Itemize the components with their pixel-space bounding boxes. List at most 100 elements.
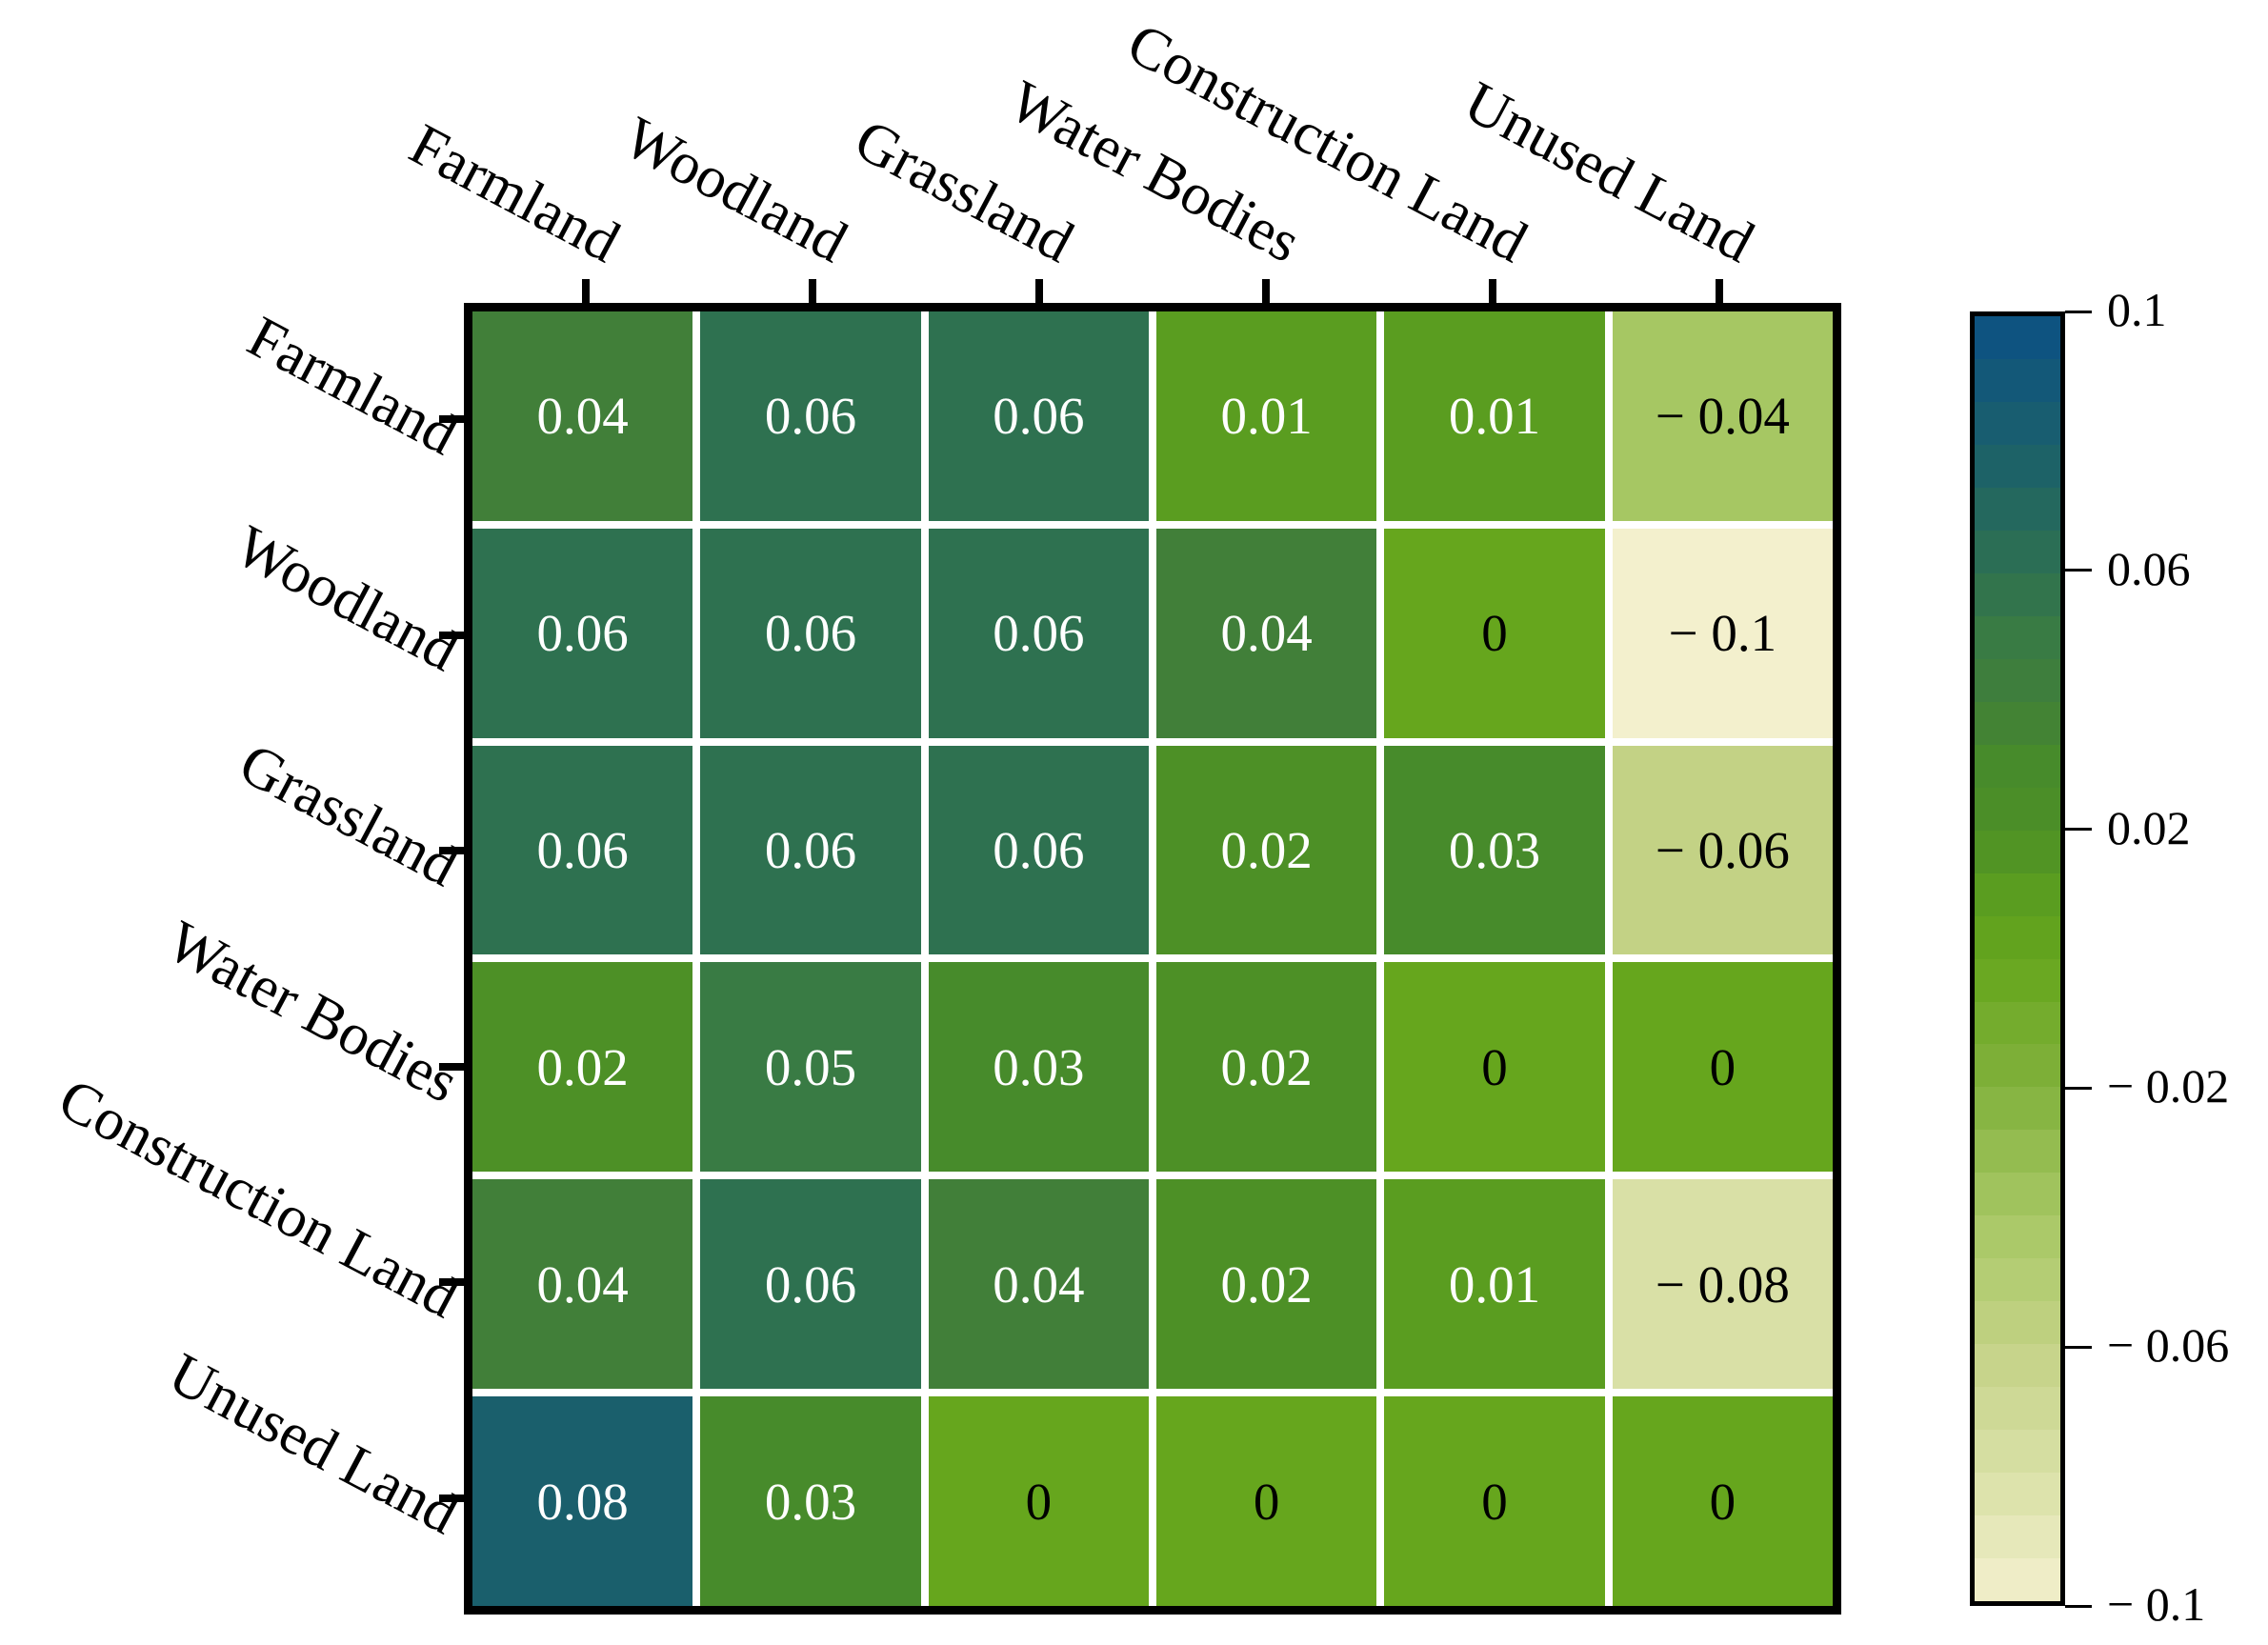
heatmap-cell: − 0.06: [1612, 745, 1833, 955]
y-tick: [439, 1494, 464, 1502]
colorbar-band: [1975, 615, 2060, 659]
colorbar-band: [1975, 530, 2060, 573]
x-tick-label: Woodland: [612, 104, 857, 275]
heatmap-cell: 0.06: [928, 528, 1149, 738]
colorbar-band: [1975, 1515, 2060, 1559]
colorbar-band: [1975, 701, 2060, 745]
colorbar-band: [1975, 1087, 2060, 1131]
heatmap-cell: 0.03: [928, 962, 1149, 1173]
y-tick: [439, 415, 464, 424]
heatmap-cell: 0.06: [928, 311, 1149, 521]
y-tick-label: Grassland: [229, 731, 469, 900]
heatmap-cell: 0.08: [472, 1396, 693, 1606]
colorbar-tick-label: − 0.06: [2107, 1318, 2230, 1373]
heatmap-cell: 0.04: [928, 1179, 1149, 1390]
colorbar-tick-label: − 0.02: [2107, 1059, 2230, 1113]
heatmap-cell: 0: [1612, 1396, 1833, 1606]
y-tick-label: Woodland: [224, 512, 469, 684]
heatmap-cell: 0.02: [1155, 962, 1377, 1173]
colorbar-tick: [2065, 569, 2092, 572]
heatmap-cell: 0.04: [1155, 528, 1377, 738]
colorbar-band: [1975, 487, 2060, 531]
x-tick: [1489, 279, 1496, 303]
heatmap-cell: 0.06: [472, 528, 693, 738]
colorbar-band: [1975, 1301, 2060, 1345]
y-tick: [439, 1278, 464, 1287]
colorbar-band: [1975, 1173, 2060, 1216]
colorbar-tick-label: 0.1: [2107, 283, 2167, 336]
heatmap-cell: − 0.08: [1612, 1179, 1833, 1390]
colorbar-band: [1975, 1344, 2060, 1388]
heatmap-cell: 0: [928, 1396, 1149, 1606]
x-tick: [1716, 279, 1723, 303]
heatmap-cell: 0.01: [1384, 1179, 1605, 1390]
colorbar-band: [1975, 958, 2060, 1002]
colorbar: [1970, 311, 2065, 1606]
colorbar-tick: [2065, 1604, 2092, 1608]
colorbar-band: [1975, 1215, 2060, 1259]
y-tick-label: Construction Land: [48, 1066, 469, 1332]
colorbar-band: [1975, 744, 2060, 788]
heatmap-cell: 0.04: [472, 311, 693, 521]
heatmap-cell: − 0.1: [1612, 528, 1833, 738]
colorbar-tick-label: 0.06: [2107, 541, 2191, 595]
heatmap-cell: 0.01: [1384, 311, 1605, 521]
x-tick-label: Farmland: [399, 111, 631, 275]
heatmap-cell: 0.02: [1155, 745, 1377, 955]
colorbar-band: [1975, 787, 2060, 831]
y-tick-label: Unused Land: [158, 1340, 469, 1547]
colorbar-band: [1975, 358, 2060, 402]
heatmap-cell: 0.06: [700, 311, 921, 521]
colorbar-band: [1975, 830, 2060, 873]
y-tick-label: Farmland: [237, 304, 469, 469]
colorbar-band: [1975, 1558, 2060, 1602]
heatmap-cell: 0.01: [1155, 311, 1377, 521]
heatmap-cell: 0.04: [472, 1179, 693, 1390]
colorbar-tick: [2065, 1345, 2092, 1349]
heatmap-cell: 0: [1612, 962, 1833, 1173]
y-tick-label: Water Bodies: [156, 908, 469, 1115]
x-tick: [809, 279, 816, 303]
colorbar-tick-label: 0.02: [2107, 800, 2191, 854]
heatmap-cell: 0.06: [700, 528, 921, 738]
colorbar-band: [1975, 1044, 2060, 1088]
heatmap-cell: 0: [1155, 1396, 1377, 1606]
colorbar-band: [1975, 915, 2060, 959]
heatmap-cell: 0.03: [700, 1396, 921, 1606]
x-tick: [1262, 279, 1270, 303]
x-tick: [1035, 279, 1043, 303]
colorbar-band: [1975, 1387, 2060, 1431]
heatmap-cell: 0.02: [472, 962, 693, 1173]
y-tick: [439, 631, 464, 639]
heatmap-cell: 0.06: [928, 745, 1149, 955]
colorbar-band: [1975, 1258, 2060, 1302]
heatmap-cell: 0: [1384, 962, 1605, 1173]
colorbar-tick: [2065, 828, 2092, 832]
colorbar-tick: [2065, 310, 2092, 313]
colorbar-tick: [2065, 1086, 2092, 1090]
heatmap-cell: 0.02: [1155, 1179, 1377, 1390]
x-tick-label: Construction Land: [1116, 10, 1537, 275]
colorbar-gradient: [1975, 316, 2060, 1602]
heatmap-grid: 0.04 0.06 0.06 0.01 0.01− 0.04 0.06 0.06 0.06 0.…: [472, 311, 1833, 1606]
x-tick: [582, 279, 590, 303]
colorbar-band: [1975, 572, 2060, 616]
colorbar-band: [1975, 1130, 2060, 1174]
heatmap-cell: 0.03: [1384, 745, 1605, 955]
heatmap-cell: 0.05: [700, 962, 921, 1173]
heatmap-cell: − 0.04: [1612, 311, 1833, 521]
heatmap-cell: 0.06: [472, 745, 693, 955]
colorbar-band: [1975, 658, 2060, 702]
y-tick: [439, 1062, 464, 1071]
heatmap-cell: 0: [1384, 1396, 1605, 1606]
colorbar-band: [1975, 1430, 2060, 1474]
colorbar-band: [1975, 873, 2060, 916]
y-tick: [439, 847, 464, 855]
heatmap-cell: 0: [1384, 528, 1605, 738]
colorbar-band: [1975, 1001, 2060, 1045]
heatmap-cell: 0.06: [700, 745, 921, 955]
colorbar-tick-label: − 0.1: [2107, 1577, 2206, 1631]
colorbar-band: [1975, 444, 2060, 488]
colorbar-band: [1975, 1473, 2060, 1516]
